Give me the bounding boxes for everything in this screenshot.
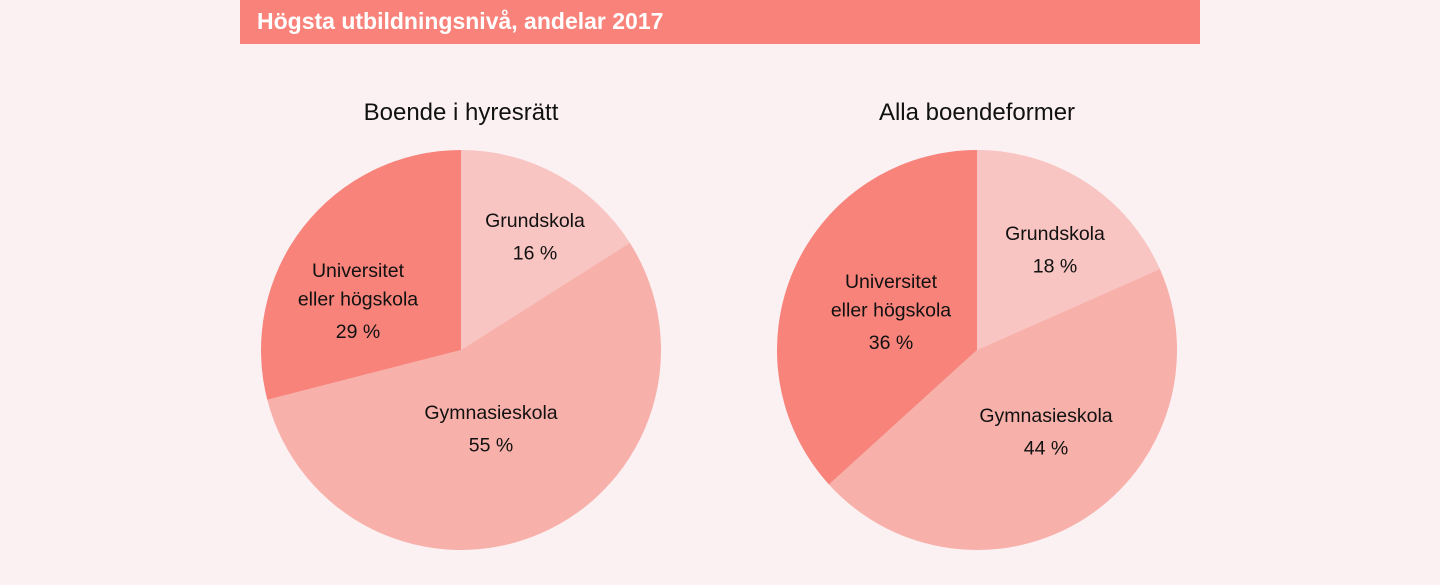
slice-label: Universitet bbox=[845, 271, 938, 293]
pie-slice bbox=[260, 150, 461, 400]
pie-slice bbox=[977, 150, 1160, 350]
pie-slice bbox=[267, 242, 661, 550]
slice-label: eller högskola bbox=[831, 300, 951, 322]
slice-value-label: 36 % bbox=[869, 332, 913, 354]
slice-label: Universitet bbox=[312, 260, 405, 282]
pie-slice bbox=[777, 150, 977, 485]
pie-slice bbox=[461, 150, 630, 350]
slice-label: Grundskola bbox=[485, 210, 585, 232]
slice-label: Gymnasieskola bbox=[979, 405, 1112, 427]
slice-label: Gymnasieskola bbox=[424, 402, 557, 424]
slice-label: Grundskola bbox=[1005, 223, 1105, 245]
chart-header: Högsta utbildningsnivå, andelar 2017 bbox=[240, 0, 1200, 44]
slice-label: eller högskola bbox=[298, 289, 418, 311]
slice-value-label: 18 % bbox=[1033, 256, 1077, 278]
chart-header-title: Högsta utbildningsnivå, andelar 2017 bbox=[257, 8, 664, 34]
pie-slice bbox=[828, 269, 1177, 551]
slice-value-label: 55 % bbox=[469, 435, 513, 457]
slice-value-label: 44 % bbox=[1024, 438, 1068, 460]
pie-title: Boende i hyresrätt bbox=[364, 99, 559, 126]
slice-value-label: 29 % bbox=[336, 321, 380, 343]
slice-value-label: 16 % bbox=[513, 243, 557, 265]
pie-title: Alla boendeformer bbox=[879, 99, 1075, 126]
